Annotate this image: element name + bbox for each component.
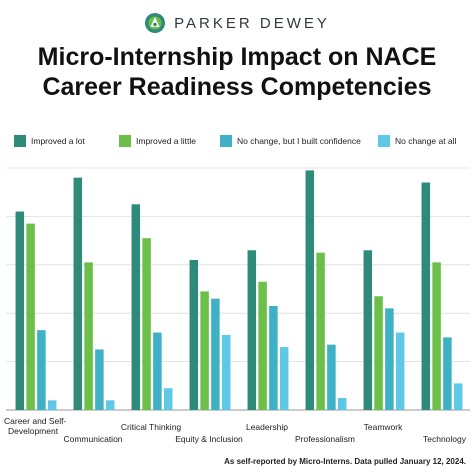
legend-label: Improved a lot <box>31 136 85 146</box>
bar <box>269 305 278 410</box>
x-tick-label: Professionalism <box>295 434 355 444</box>
bar <box>26 223 35 410</box>
bar <box>47 400 57 410</box>
x-tick-label: Technology <box>423 434 467 444</box>
bar <box>15 211 25 410</box>
legend-item-no-change-at-all: No change at all <box>378 135 456 147</box>
parker-dewey-logo-icon <box>145 13 166 33</box>
legend-label: No change at all <box>395 136 457 146</box>
legend-swatch <box>378 135 390 147</box>
bar <box>200 291 209 410</box>
chart-title-line-2: Career Readiness Competencies <box>42 73 432 101</box>
bar <box>453 383 463 410</box>
chart-legend: Improved a lot Improved a little No chan… <box>14 135 474 149</box>
bar <box>443 337 452 410</box>
bar <box>395 332 405 410</box>
x-tick-label: Critical Thinking <box>121 422 182 432</box>
bar <box>279 347 289 410</box>
bar <box>37 330 46 410</box>
bar <box>316 252 325 410</box>
bar <box>432 262 441 410</box>
legend-item-improved-a-lot: Improved a lot <box>14 135 85 147</box>
bar <box>221 334 231 410</box>
bar <box>95 349 104 410</box>
legend-item-no-change-built-confidence: No change, but I built confidence <box>220 135 361 147</box>
x-tick-label: Leadership <box>246 422 288 432</box>
bar <box>163 388 173 410</box>
legend-swatch <box>119 135 131 147</box>
bar <box>105 400 115 410</box>
x-tick-label: Equity & Inclusion <box>175 434 243 444</box>
x-tick-label: Career and Self-Development <box>4 416 67 436</box>
bar <box>337 397 347 410</box>
bar <box>327 344 336 410</box>
bar <box>305 170 315 410</box>
legend-item-improved-a-little: Improved a little <box>119 135 196 147</box>
x-tick-label: Communication <box>63 434 122 444</box>
legend-label: Improved a little <box>136 136 196 146</box>
legend-swatch <box>14 135 26 147</box>
legend-swatch <box>220 135 232 147</box>
bar <box>363 250 373 410</box>
bar <box>189 259 199 410</box>
bar <box>153 332 162 410</box>
bar <box>142 238 151 410</box>
bar <box>247 250 257 410</box>
chart-title: Micro-Internship Impact on NACE Career R… <box>0 42 474 102</box>
bar <box>374 296 383 410</box>
legend-label: No change, but I built confidence <box>237 136 361 146</box>
bar <box>84 262 93 410</box>
bar <box>131 204 141 410</box>
bar <box>211 298 220 410</box>
x-tick-label: Teamwork <box>364 422 403 432</box>
brand-name: PARKER DEWEY <box>174 14 330 32</box>
footnote: As self-reported by Micro-Interns. Data … <box>224 457 466 466</box>
bar <box>258 281 267 410</box>
brand-header: PARKER DEWEY <box>0 10 474 36</box>
bar <box>385 308 394 410</box>
bar <box>73 177 83 410</box>
chart-title-line-1: Micro-Internship Impact on NACE <box>37 43 437 71</box>
bar <box>421 182 431 410</box>
